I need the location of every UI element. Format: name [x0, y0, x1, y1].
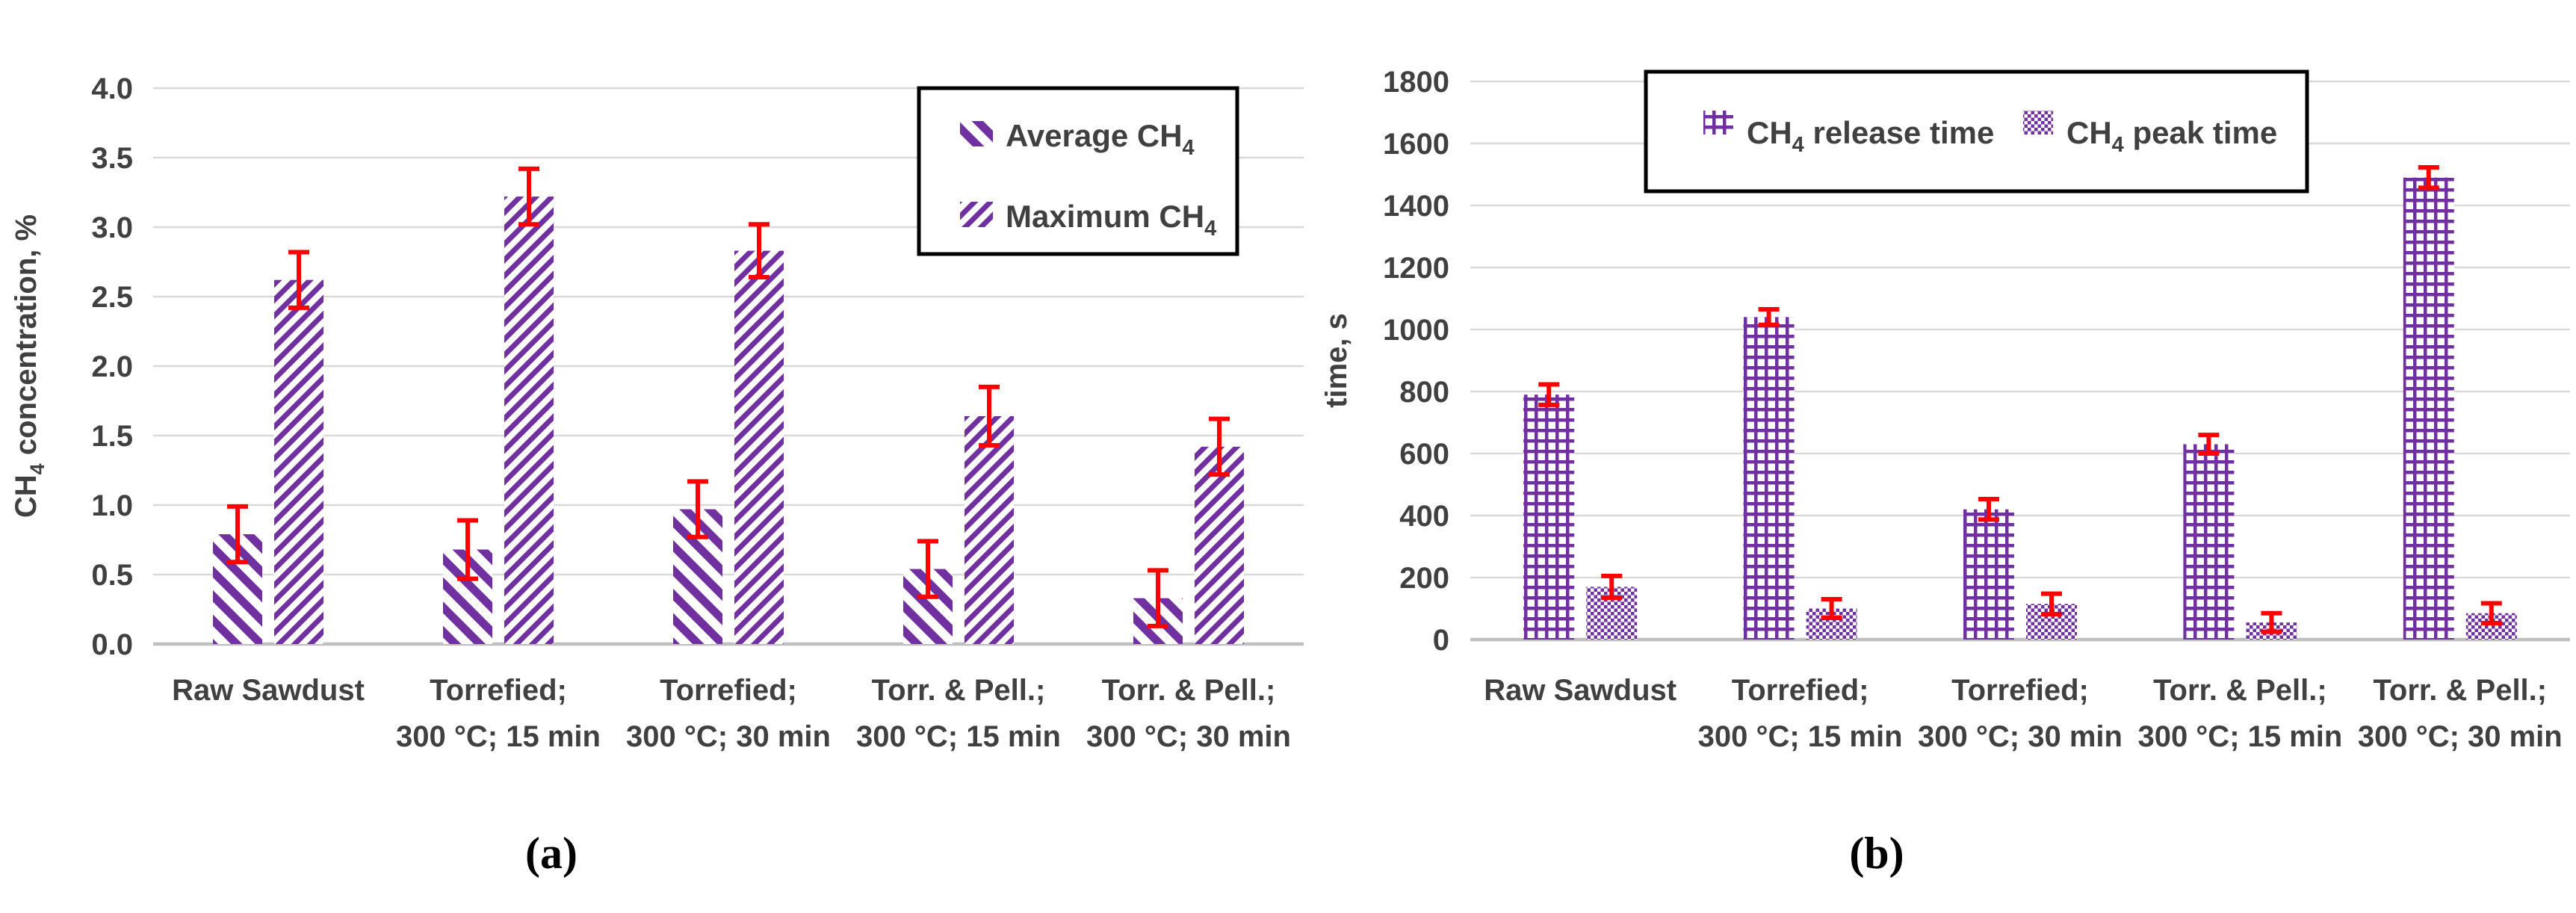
y-axis-title: CH4 concentration, %	[10, 214, 49, 518]
bar	[504, 196, 554, 645]
error-bar	[2418, 164, 2439, 191]
legend-box	[917, 86, 1239, 256]
error-bar	[2480, 601, 2502, 626]
y-tick-label: 1800	[1383, 66, 1449, 99]
x-tick-label: 300 °C; 15 min	[856, 720, 1061, 753]
error-bar	[687, 479, 708, 539]
y-tick-label: 2.0	[91, 350, 133, 383]
error-bar	[2198, 433, 2220, 456]
y-tick-label: 800	[1399, 376, 1449, 409]
legend-label: Maximum CH4	[1006, 199, 1216, 241]
legend-swatch	[960, 202, 993, 227]
y-tick-label: 4.0	[91, 72, 133, 105]
error-bar	[2041, 591, 2062, 616]
y-tick-label: 0	[1433, 624, 1449, 657]
x-tick-label: Torrefied;	[1951, 674, 2089, 707]
x-tick-label: 300 °C; 15 min	[2137, 720, 2342, 753]
x-tick-label: 300 °C; 15 min	[396, 720, 601, 753]
y-tick-label: 3.5	[91, 142, 133, 175]
y-tick-label: 2.5	[91, 281, 133, 314]
x-tick-label: 300 °C; 30 min	[1918, 720, 2123, 753]
bar	[2403, 177, 2454, 640]
x-tick-label: Torr. & Pell.;	[2153, 674, 2327, 707]
caption-b: (b)	[1849, 829, 1904, 878]
bar	[1195, 446, 1244, 644]
panel-b: 0 200 400 600 800 1000 1200 1400 1600 1800 time, s…	[1315, 0, 2576, 799]
panel-a: 0.0 0.5 1.0 1.5 2.0 2.5 3.0 3.5 4.0 CH4 concentra…	[0, 0, 1315, 799]
bar	[1523, 394, 1575, 640]
x-tick-label: Torr. & Pell.;	[2373, 674, 2547, 707]
x-tick-label: 300 °C; 30 min	[2358, 720, 2563, 753]
y-tick-label: 1600	[1383, 128, 1449, 161]
y-tick-label: 200	[1399, 562, 1449, 595]
y-tick-label: 600	[1399, 438, 1449, 471]
bar	[274, 279, 323, 644]
x-tick-label: 300 °C; 30 min	[626, 720, 831, 753]
bar	[734, 250, 784, 644]
error-bar	[979, 384, 1000, 448]
y-tick-label: 0.5	[91, 559, 133, 592]
x-tick-label: Torrefied;	[430, 674, 567, 707]
error-bar	[1758, 307, 1780, 327]
x-tick-label: Torr. & Pell.;	[872, 674, 1046, 707]
x-tick-label: 300 °C; 30 min	[1086, 720, 1291, 753]
legend-swatch	[1703, 111, 1733, 134]
bar	[965, 415, 1014, 644]
error-bar	[1978, 497, 1999, 522]
bar	[1743, 317, 1795, 640]
y-tick-label: 400	[1399, 500, 1449, 533]
legend-label: CH4 peak time	[2066, 115, 2277, 157]
legend-label: Average CH4	[1006, 118, 1195, 160]
caption-a: (a)	[525, 829, 578, 878]
x-tick-label: Torrefied;	[660, 674, 797, 707]
error-bar	[518, 166, 539, 227]
error-bar	[227, 504, 248, 565]
y-tick-label: 1.5	[91, 420, 133, 453]
bar	[1963, 509, 2014, 640]
error-bar	[1601, 573, 1623, 600]
error-bar	[1821, 597, 1842, 620]
error-bar	[457, 518, 478, 581]
x-tick-label: Raw Sawdust	[1484, 674, 1676, 707]
error-bar	[917, 539, 938, 599]
error-bar	[2261, 610, 2282, 634]
y-tick-label: 1200	[1383, 252, 1449, 285]
error-bar	[749, 222, 770, 279]
x-tick-label: Torr. & Pell.;	[1102, 674, 1276, 707]
x-tick-label: Torrefied;	[1732, 674, 1869, 707]
error-bar	[288, 250, 309, 310]
bar	[2183, 444, 2235, 640]
error-bar	[1209, 416, 1230, 477]
y-tick-label: 1000	[1383, 314, 1449, 347]
x-tick-label: 300 °C; 15 min	[1698, 720, 1903, 753]
y-tick-label: 1400	[1383, 190, 1449, 223]
x-tick-label: Raw Sawdust	[172, 674, 365, 707]
legend-swatch	[2023, 111, 2053, 134]
y-axis-title: time, s	[1320, 313, 1353, 408]
error-bar	[1538, 382, 1560, 407]
chart-a-svg: 0.0 0.5 1.0 1.5 2.0 2.5 3.0 3.5 4.0 CH4 concentra…	[10, 72, 1304, 753]
chart-b-svg: 0 200 400 600 800 1000 1200 1400 1600 1800 time, s…	[1320, 66, 2570, 753]
y-tick-label: 1.0	[91, 489, 133, 522]
legend-swatch	[960, 121, 993, 146]
error-bar	[1148, 568, 1168, 628]
legend-label: CH4 release time	[1747, 115, 1994, 157]
legend-box	[1644, 69, 2309, 194]
y-tick-label: 0.0	[91, 628, 133, 661]
y-tick-label: 3.0	[91, 211, 133, 244]
